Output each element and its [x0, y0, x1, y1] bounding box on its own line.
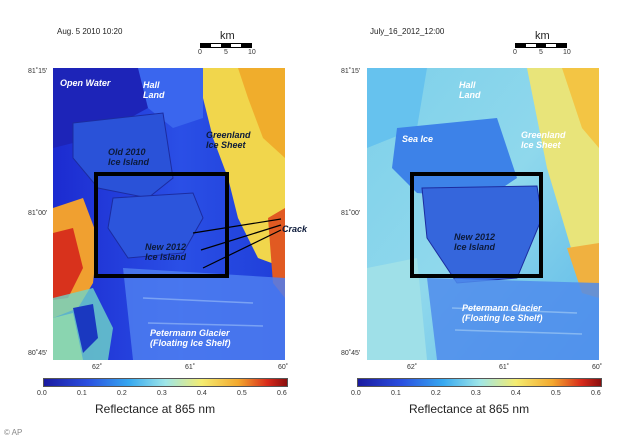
left-panel: Aug. 5 2010 10:20 km 0 5 10 81˚15' 81˚00…: [28, 27, 308, 416]
scale-tick-10: 10: [248, 49, 256, 56]
scale-tick-0: 0: [198, 49, 202, 56]
lon-tick-61: 61˚: [185, 364, 196, 371]
cbar-tick: 0.6: [591, 390, 601, 397]
lat-tick-80-45: 80˚45': [28, 350, 48, 357]
lon-tick-62: 62˚: [92, 364, 103, 371]
lon-tick-60: 60˚: [592, 364, 603, 371]
label-greenland-ice-sheet: Greenland Ice Sheet: [206, 130, 251, 150]
cbar-tick: 0.4: [197, 390, 207, 397]
cbar-tick: 0.3: [157, 390, 167, 397]
label-hall-land: Hall Land: [143, 80, 165, 100]
left-scale-bar: km 0 5 10: [198, 30, 260, 58]
left-colorbar-title: Reflectance at 865 nm: [95, 402, 216, 416]
left-reflectance-map: [53, 68, 285, 360]
scale-tick-5: 5: [224, 49, 228, 56]
cbar-tick: 0.5: [551, 390, 561, 397]
left-colorbar: [43, 378, 288, 387]
left-study-area-box: [94, 172, 229, 278]
cbar-tick: 0.0: [37, 390, 47, 397]
label-petermann-glacier: Petermann Glacier (Floating Ice Shelf): [462, 303, 543, 323]
scale-unit-label: km: [535, 30, 550, 42]
cbar-tick: 0.5: [237, 390, 247, 397]
lon-tick-60: 60˚: [278, 364, 289, 371]
cbar-tick: 0.1: [391, 390, 401, 397]
crack-line: [192, 218, 282, 234]
label-new-ice-island: New 2012 Ice Island: [145, 242, 187, 262]
cbar-tick: 0.3: [471, 390, 481, 397]
label-sea-ice: Sea Ice: [402, 134, 434, 144]
cbar-tick: 0.0: [351, 390, 361, 397]
cbar-tick: 0.6: [277, 390, 287, 397]
lon-tick-62: 62˚: [407, 364, 418, 371]
lat-tick-81-15: 81˚15': [341, 68, 361, 75]
scale-tick-0: 0: [513, 49, 517, 56]
crack-line: [202, 229, 282, 269]
label-crack: Crack: [282, 224, 308, 234]
label-open-water: Open Water: [60, 78, 111, 88]
label-old-ice-island: Old 2010 Ice Island: [108, 147, 150, 167]
cbar-tick: 0.1: [77, 390, 87, 397]
right-colorbar: [357, 378, 602, 387]
label-hall-land: Hall Land: [459, 80, 481, 100]
right-reflectance-map: [367, 68, 599, 360]
label-greenland-ice-sheet: Greenland Ice Sheet: [521, 130, 566, 150]
cbar-tick: 0.4: [511, 390, 521, 397]
label-petermann-glacier: Petermann Glacier (Floating Ice Shelf): [150, 328, 231, 348]
scale-tick-5: 5: [539, 49, 543, 56]
left-panel-timestamp: Aug. 5 2010 10:20: [57, 27, 123, 36]
cbar-tick: 0.2: [117, 390, 127, 397]
right-scale-bar: km 0 5 10: [513, 30, 575, 58]
right-panel: July_16_2012_12:00 km 0 5 10 81˚15' 81˚0…: [317, 0, 634, 441]
lat-tick-80-45: 80˚45': [341, 350, 361, 357]
lat-tick-81-15: 81˚15': [28, 68, 48, 75]
right-study-area-box: [410, 172, 543, 278]
scale-tick-10: 10: [563, 49, 571, 56]
right-panel-timestamp: July_16_2012_12:00: [370, 27, 445, 36]
right-colorbar-title: Reflectance at 865 nm: [409, 402, 530, 416]
cbar-tick: 0.2: [431, 390, 441, 397]
label-new-ice-island: New 2012 Ice Island: [454, 232, 496, 252]
lat-tick-81-00: 81˚00': [28, 210, 48, 217]
crack-line: [200, 224, 282, 251]
scale-unit-label: km: [220, 30, 235, 42]
photo-credit: © AP: [4, 428, 23, 437]
lat-tick-81-00: 81˚00': [341, 210, 361, 217]
lon-tick-61: 61˚: [499, 364, 510, 371]
